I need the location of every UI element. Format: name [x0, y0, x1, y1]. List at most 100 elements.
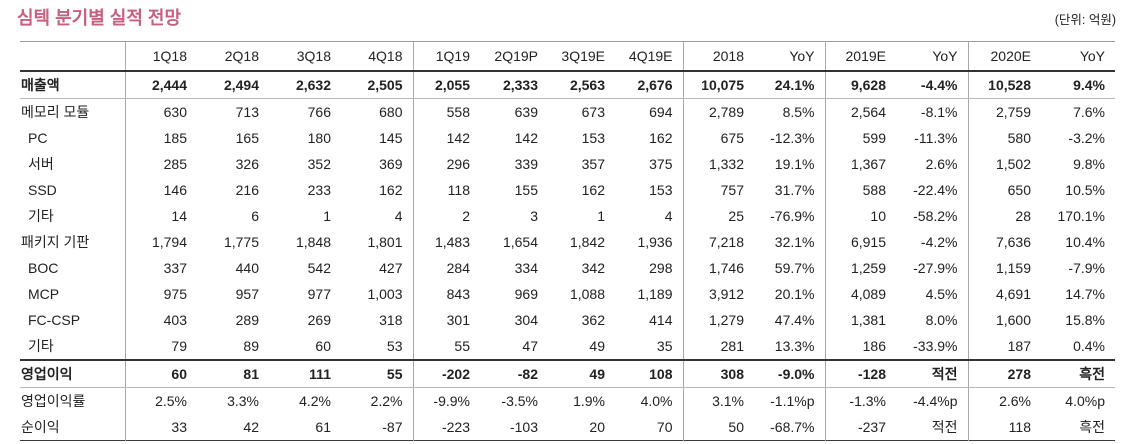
table-row: 서버 285 326 352 369 296 339 357 375 1,332 19.1% 1,36… — [20, 151, 1115, 177]
value-cell: 60 — [269, 333, 341, 361]
column-header: 4Q18 — [341, 41, 414, 72]
value-cell: 2.2% — [341, 387, 414, 414]
value-cell: 162 — [615, 125, 684, 151]
value-cell: 60 — [125, 360, 197, 388]
value-cell: 146 — [163, 182, 187, 198]
value-cell: 281 — [683, 333, 754, 361]
value-cell: 1,848 — [295, 234, 331, 250]
value-cell: 766 — [307, 104, 331, 120]
value-cell: -68.7% — [754, 414, 826, 441]
row-label: 순이익 — [20, 414, 126, 441]
value-cell: 1,332 — [708, 156, 744, 172]
value-cell: 969 — [514, 286, 538, 302]
value-cell: 843 — [446, 286, 470, 302]
row-label: MCP — [20, 281, 126, 307]
value-cell: -3.2% — [1068, 130, 1105, 146]
value-cell: -1.3% — [849, 393, 886, 409]
value-cell: 1,159 — [995, 260, 1031, 276]
value-cell: 542 — [307, 260, 331, 276]
table-row: 영업이익 60 81 111 55 -202 -82 49 108 308 -9.0% -128 적전 2… — [20, 360, 1115, 388]
value-cell: 427 — [341, 255, 414, 281]
value-cell: 375 — [615, 151, 684, 177]
column-header: YoY — [754, 41, 826, 72]
value-cell: 155 — [514, 182, 538, 198]
value-cell: -7.9% — [1068, 260, 1105, 276]
value-cell: 8.5% — [754, 98, 826, 125]
table-row: 영업이익률 2.5% 3.3% 4.2% 2.2% -9.9% -3.5% 1.9% 4.0% 3… — [20, 387, 1115, 414]
value-cell: 20 — [589, 419, 605, 435]
value-cell: 15.8% — [1065, 312, 1105, 328]
value-cell: 278 — [968, 360, 1041, 388]
value-cell: 630 — [163, 104, 187, 120]
value-cell: -33.9% — [896, 333, 969, 361]
value-cell: 301 — [446, 312, 470, 328]
value-cell: 49 — [548, 333, 615, 361]
value-cell: 362 — [581, 312, 605, 328]
value-cell: 7,218 — [708, 234, 744, 250]
value-cell: 2,563 — [548, 71, 615, 99]
value-cell: 233 — [307, 182, 331, 198]
row-label: 영업이익 — [20, 360, 126, 388]
value-cell: -128 — [825, 360, 896, 388]
value-cell: 2,494 — [197, 71, 269, 99]
value-cell: 1,088 — [569, 286, 605, 302]
value-cell: 339 — [514, 156, 538, 172]
row-label: SSD — [20, 177, 126, 203]
value-cell: -87 — [341, 414, 414, 441]
page-title: 심텍 분기별 실적 전망 — [17, 8, 182, 28]
value-cell: 31.7% — [754, 177, 826, 203]
value-cell: 580 — [1007, 130, 1031, 146]
value-cell: -76.9% — [754, 203, 826, 229]
value-cell: 187 — [968, 333, 1041, 361]
value-cell: 1,801 — [341, 229, 414, 255]
value-cell: 2.6% — [999, 393, 1031, 409]
value-cell: 957 — [235, 286, 259, 302]
report-header: 심텍 분기별 실적 전망 (단위: 억원) — [17, 6, 1116, 30]
value-cell: 1,775 — [223, 234, 259, 250]
value-cell: 13.3% — [754, 333, 826, 361]
value-cell: 186 — [825, 333, 896, 361]
table-row: BOC 337 440 542 427 284 334 342 298 1,746 59.7% 1,2… — [20, 255, 1115, 281]
value-cell: 216 — [235, 182, 259, 198]
value-cell: 4 — [615, 203, 684, 229]
value-cell: 162 — [581, 182, 605, 198]
value-cell: 53 — [341, 333, 414, 361]
value-cell: 153 — [581, 130, 605, 146]
value-cell: 4.0%p — [1065, 393, 1105, 409]
column-header: 4Q19E — [615, 41, 684, 72]
value-cell: 1,259 — [850, 260, 886, 276]
value-cell: 4,089 — [850, 286, 886, 302]
value-cell: 2,676 — [615, 71, 684, 99]
value-cell: -237 — [857, 419, 886, 435]
column-header: 3Q19E — [548, 41, 615, 72]
value-cell: 369 — [341, 151, 414, 177]
column-header: 2019E — [825, 41, 896, 72]
table-row: 기타 14 6 1 4 2 3 1 4 25 -76.9% 10 -58.2% 28 170.1% — [20, 203, 1115, 229]
value-cell: 142 — [514, 130, 538, 146]
value-cell: 흑전 — [1041, 360, 1115, 388]
row-label: 기타 — [20, 203, 126, 229]
value-cell: 7.6% — [1073, 104, 1105, 120]
value-cell: 650 — [1007, 182, 1031, 198]
column-header: YoY — [1041, 41, 1115, 72]
value-cell: 6 — [251, 208, 259, 224]
value-cell: 1,189 — [615, 281, 684, 307]
value-cell: 599 — [862, 130, 886, 146]
value-cell: -82 — [480, 360, 548, 388]
value-cell: 28 — [1015, 208, 1031, 224]
value-cell: 289 — [235, 312, 259, 328]
column-header: 1Q19 — [413, 41, 480, 72]
value-cell: 1,367 — [850, 156, 886, 172]
value-cell: 81 — [197, 360, 269, 388]
value-cell: 118 — [447, 182, 470, 198]
value-cell: 7,636 — [995, 234, 1031, 250]
value-cell: 42 — [243, 419, 259, 435]
value-cell: 414 — [615, 307, 684, 333]
value-cell: 165 — [235, 130, 259, 146]
value-cell: 55 — [341, 360, 414, 388]
value-cell: 142 — [446, 130, 470, 146]
value-cell: 1 — [597, 208, 605, 224]
value-cell: 47 — [480, 333, 548, 361]
value-cell: -58.2% — [896, 203, 969, 229]
value-cell: 318 — [341, 307, 414, 333]
